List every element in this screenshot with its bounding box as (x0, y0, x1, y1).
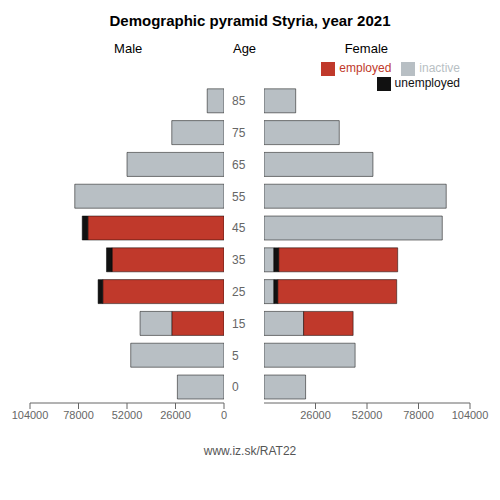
svg-text:78000: 78000 (403, 409, 434, 421)
svg-text:26000: 26000 (160, 409, 191, 421)
html-text:Demographic pyramid Styria, ye: Demographic pyramid Styria, year 2021 (109, 12, 391, 29)
html-text:Female: Female (344, 41, 388, 56)
svg-text:85: 85 (232, 94, 246, 108)
html-text:employed: employed (339, 61, 392, 75)
svg-text:15: 15 (232, 317, 246, 331)
svg-text:104000: 104000 (452, 409, 489, 421)
svg-text:26000: 26000 (300, 409, 331, 421)
html-text:www.iz.sk/RAT22: www.iz.sk/RAT22 (203, 444, 297, 458)
svg-text:65: 65 (232, 158, 246, 172)
svg-text:0: 0 (232, 380, 239, 394)
svg-text:0: 0 (221, 409, 227, 421)
svg-text:45: 45 (232, 221, 246, 235)
svg-text:52000: 52000 (112, 409, 143, 421)
svg-text:52000: 52000 (352, 409, 383, 421)
svg-text:75: 75 (232, 126, 246, 140)
html-text:inactive: inactive (419, 61, 460, 75)
svg-text:25: 25 (232, 285, 246, 299)
svg-text:5: 5 (232, 349, 239, 363)
html-text:Age: Age (233, 41, 257, 56)
svg-text:78000: 78000 (63, 409, 94, 421)
html-text:unemployed: unemployed (394, 75, 460, 90)
svg-text:55: 55 (232, 190, 246, 204)
svg-text:104000: 104000 (12, 409, 49, 421)
html-text:Male: Male (114, 41, 143, 56)
svg-text:35: 35 (232, 253, 246, 267)
